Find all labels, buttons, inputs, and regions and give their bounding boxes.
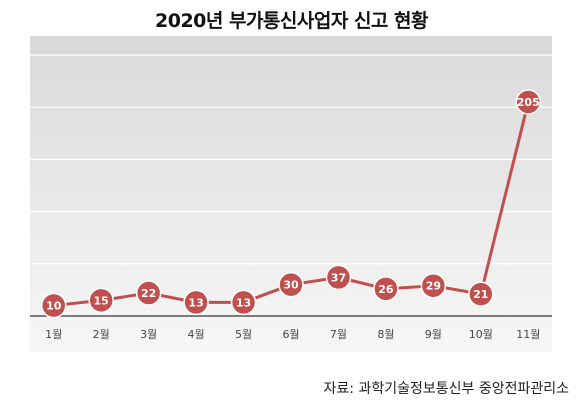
data-point: 37 — [325, 264, 352, 291]
x-tick-label: 11월 — [516, 328, 540, 341]
x-tick-label: 8월 — [377, 328, 394, 341]
x-tick-label: 3월 — [140, 328, 157, 341]
data-label: 205 — [517, 96, 540, 109]
data-label: 30 — [283, 279, 299, 292]
x-tick-label: 7월 — [330, 328, 347, 341]
data-label: 21 — [473, 288, 488, 301]
data-label: 29 — [426, 280, 441, 293]
data-label: 26 — [378, 283, 394, 296]
x-tick-label: 1월 — [45, 328, 62, 341]
x-tick-label: 6월 — [282, 328, 299, 341]
data-label: 10 — [46, 300, 62, 313]
source-note: 자료: 과학기술정보통신부 중앙전파관리소 — [323, 381, 569, 397]
x-tick-label: 9월 — [425, 328, 442, 341]
data-point: 15 — [88, 287, 114, 314]
data-label: 37 — [331, 271, 346, 284]
data-label: 13 — [188, 296, 203, 309]
data-point: 205 — [515, 89, 542, 115]
data-point: 30 — [278, 271, 304, 298]
data-label: 13 — [236, 296, 251, 309]
x-tick-label: 2월 — [93, 328, 110, 341]
data-point: 13 — [230, 289, 257, 316]
data-point: 22 — [135, 280, 162, 306]
x-tick-label: 5월 — [235, 328, 252, 341]
data-marker — [515, 89, 542, 115]
x-tick-label: 4월 — [188, 328, 205, 341]
chart-title: 2020년 부가통신사업자 신고 현황 — [155, 10, 429, 32]
data-marker — [468, 281, 494, 307]
x-tick-label: 10월 — [469, 328, 493, 341]
data-marker — [40, 292, 67, 319]
x-tick-labels: 1월 2월 3월 4월 5월 6월 7월 8월 9월 10월 11월 — [45, 328, 540, 341]
data-marker — [325, 264, 352, 291]
data-marker — [278, 271, 304, 298]
data-marker — [135, 280, 162, 306]
gridlines — [30, 54, 552, 265]
data-marker — [88, 287, 114, 314]
data-series: 10 15 22 13 13 30 37 26 29 21 205 — [40, 89, 542, 319]
data-marker — [373, 276, 399, 302]
data-label: 22 — [141, 287, 156, 300]
data-point: 26 — [373, 276, 399, 302]
data-point: 29 — [420, 272, 447, 299]
data-label: 15 — [94, 294, 109, 307]
data-marker — [420, 272, 447, 299]
data-marker — [183, 289, 209, 316]
data-point: 13 — [183, 289, 209, 316]
data-point: 10 — [40, 292, 67, 319]
data-marker — [230, 289, 257, 316]
data-point: 21 — [468, 281, 494, 307]
